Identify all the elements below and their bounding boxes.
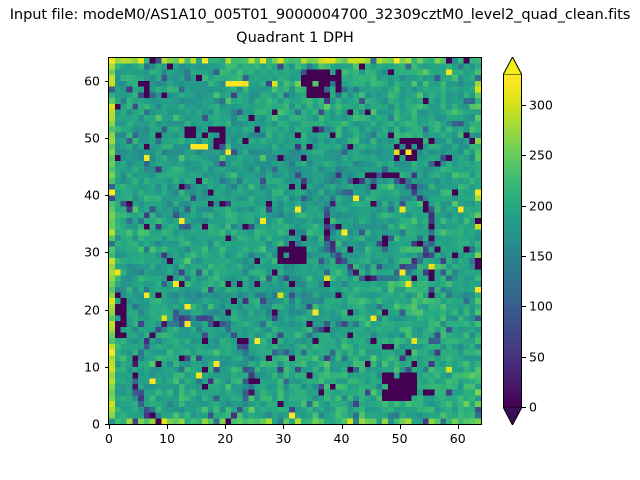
colorbar-tick-mark [522,205,526,207]
colorbar-tick-label: 150 [529,248,553,264]
heatmap-plot-area[interactable] [108,57,482,425]
x-tick-label: 60 [449,431,466,446]
y-tick-label: 10 [84,359,100,375]
detector-heatmap-image[interactable] [109,58,481,424]
colorbar-extend-min-arrow-icon [503,407,522,425]
y-tick-label: 30 [84,244,100,260]
y-tick-mark [104,424,108,425]
x-tick-mark [283,425,285,429]
colorbar-tick-mark [522,155,526,157]
y-tick-mark [104,138,108,140]
colorbar-tick-mark [522,407,526,408]
colorbar-tick-mark [522,256,526,258]
colorbar-extend-max-arrow-icon [503,57,522,75]
y-tick-mark [104,195,108,197]
x-tick-label: 30 [275,431,292,446]
colorbar-tick-label: 100 [529,298,553,314]
y-tick-label: 60 [84,73,100,89]
y-tick-mark [104,252,108,254]
colorbar-gradient [504,75,521,407]
y-tick-mark [104,366,108,368]
y-tick-mark [104,80,108,82]
colorbar-tick-label: 300 [529,97,553,113]
colorbar-tick-label: 50 [529,349,545,365]
x-tick-label: 20 [217,431,234,446]
x-tick-mark [457,425,459,429]
y-tick-label: 40 [84,187,100,203]
x-tick-label: 50 [391,431,408,446]
x-tick-mark [399,425,401,429]
y-tick-label: 50 [84,130,100,146]
colorbar-tick-mark [522,356,526,358]
x-tick-label: 10 [159,431,176,446]
y-tick-label: 0 [92,416,100,432]
colorbar-gradient-body[interactable] [503,75,522,407]
input-file-suptitle: Input file: modeM0/AS1A10_005T01_9000004… [9,6,631,23]
colorbar-tick-label: 250 [529,147,553,163]
colorbar-tick-label: 0 [529,399,537,415]
y-tick-label: 20 [84,302,100,318]
x-tick-mark [225,425,227,429]
x-tick-mark [109,425,110,429]
x-tick-label: 40 [333,431,350,446]
y-tick-mark [104,309,108,311]
colorbar-tick-label: 200 [529,198,553,214]
colorbar[interactable]: 0 50 100 150 200 250 300 [503,57,553,425]
colorbar-tick-mark [522,105,526,107]
x-tick-mark [341,425,343,429]
x-tick-label: 0 [105,431,113,446]
page-title: Quadrant 1 DPH [236,30,354,46]
colorbar-tick-mark [522,306,526,308]
x-tick-mark [167,425,169,429]
